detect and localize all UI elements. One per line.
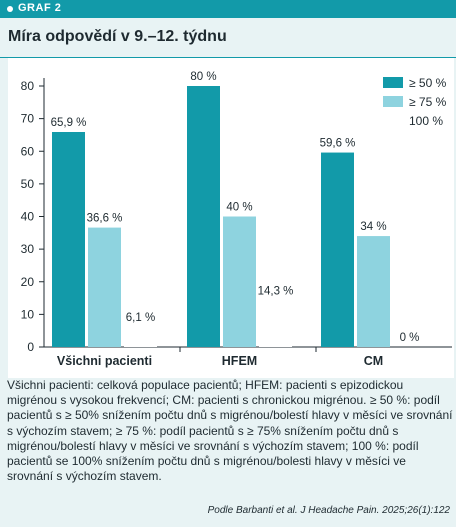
bar: [52, 132, 85, 347]
bar-value-label: 6,1 %: [126, 312, 155, 324]
bar-value-label: 0 %: [400, 332, 420, 344]
bar-value-label: 14,3 %: [258, 285, 294, 297]
bar-value-label: 40 %: [226, 202, 252, 214]
bar-value-label: 59,6 %: [320, 138, 356, 150]
x-category-label: CM: [364, 354, 383, 368]
y-tick-label: 10: [21, 307, 35, 321]
bar: [223, 216, 256, 347]
legend-swatch: [383, 115, 403, 126]
chart-title: Míra odpovědí v 9.–12. týdnu: [8, 28, 227, 45]
figure-label: GRAF 2: [18, 2, 62, 14]
bar: [321, 152, 354, 347]
bar: [124, 327, 157, 347]
x-category-label: Všichni pacienti: [57, 354, 152, 368]
legend-swatch: [383, 96, 403, 107]
bar: [259, 300, 292, 347]
bullet-icon: [7, 6, 13, 12]
legend-label: ≥ 75 %: [409, 95, 447, 109]
bar: [88, 227, 121, 347]
figure-header-bar: GRAF 2: [0, 0, 456, 18]
legend-swatch: [383, 77, 403, 88]
bar-value-label: 65,9 %: [51, 117, 87, 129]
legend-label: 100 %: [409, 114, 443, 128]
bar-chart: 0 10 20 30 40 50 60 70 80 65,9 % 36,6 % 6,1 % Všichn…: [0, 58, 456, 378]
x-category-label: HFEM: [222, 354, 257, 368]
bar: [357, 236, 390, 347]
bar-value-label: 36,6 %: [87, 213, 123, 225]
bar-value-label: 34 %: [360, 221, 386, 233]
bar-value-label: 80 %: [190, 71, 216, 83]
y-tick-label: 60: [21, 144, 35, 158]
y-tick-label: 80: [21, 79, 35, 93]
bar: [187, 86, 220, 347]
figure-caption: Všichni pacienti: celková populace pacie…: [7, 378, 453, 484]
title-divider: [0, 57, 456, 58]
y-tick-label: 20: [21, 275, 35, 289]
y-tick-label: 30: [21, 242, 35, 256]
y-tick-label: 70: [21, 112, 35, 126]
legend-label: ≥ 50 %: [409, 76, 447, 90]
source-citation: Podle Barbanti et al. J Headache Pain. 2…: [207, 505, 450, 516]
y-tick-label: 50: [21, 177, 35, 191]
y-tick-label: 0: [27, 340, 34, 354]
y-tick-label: 40: [21, 210, 35, 224]
